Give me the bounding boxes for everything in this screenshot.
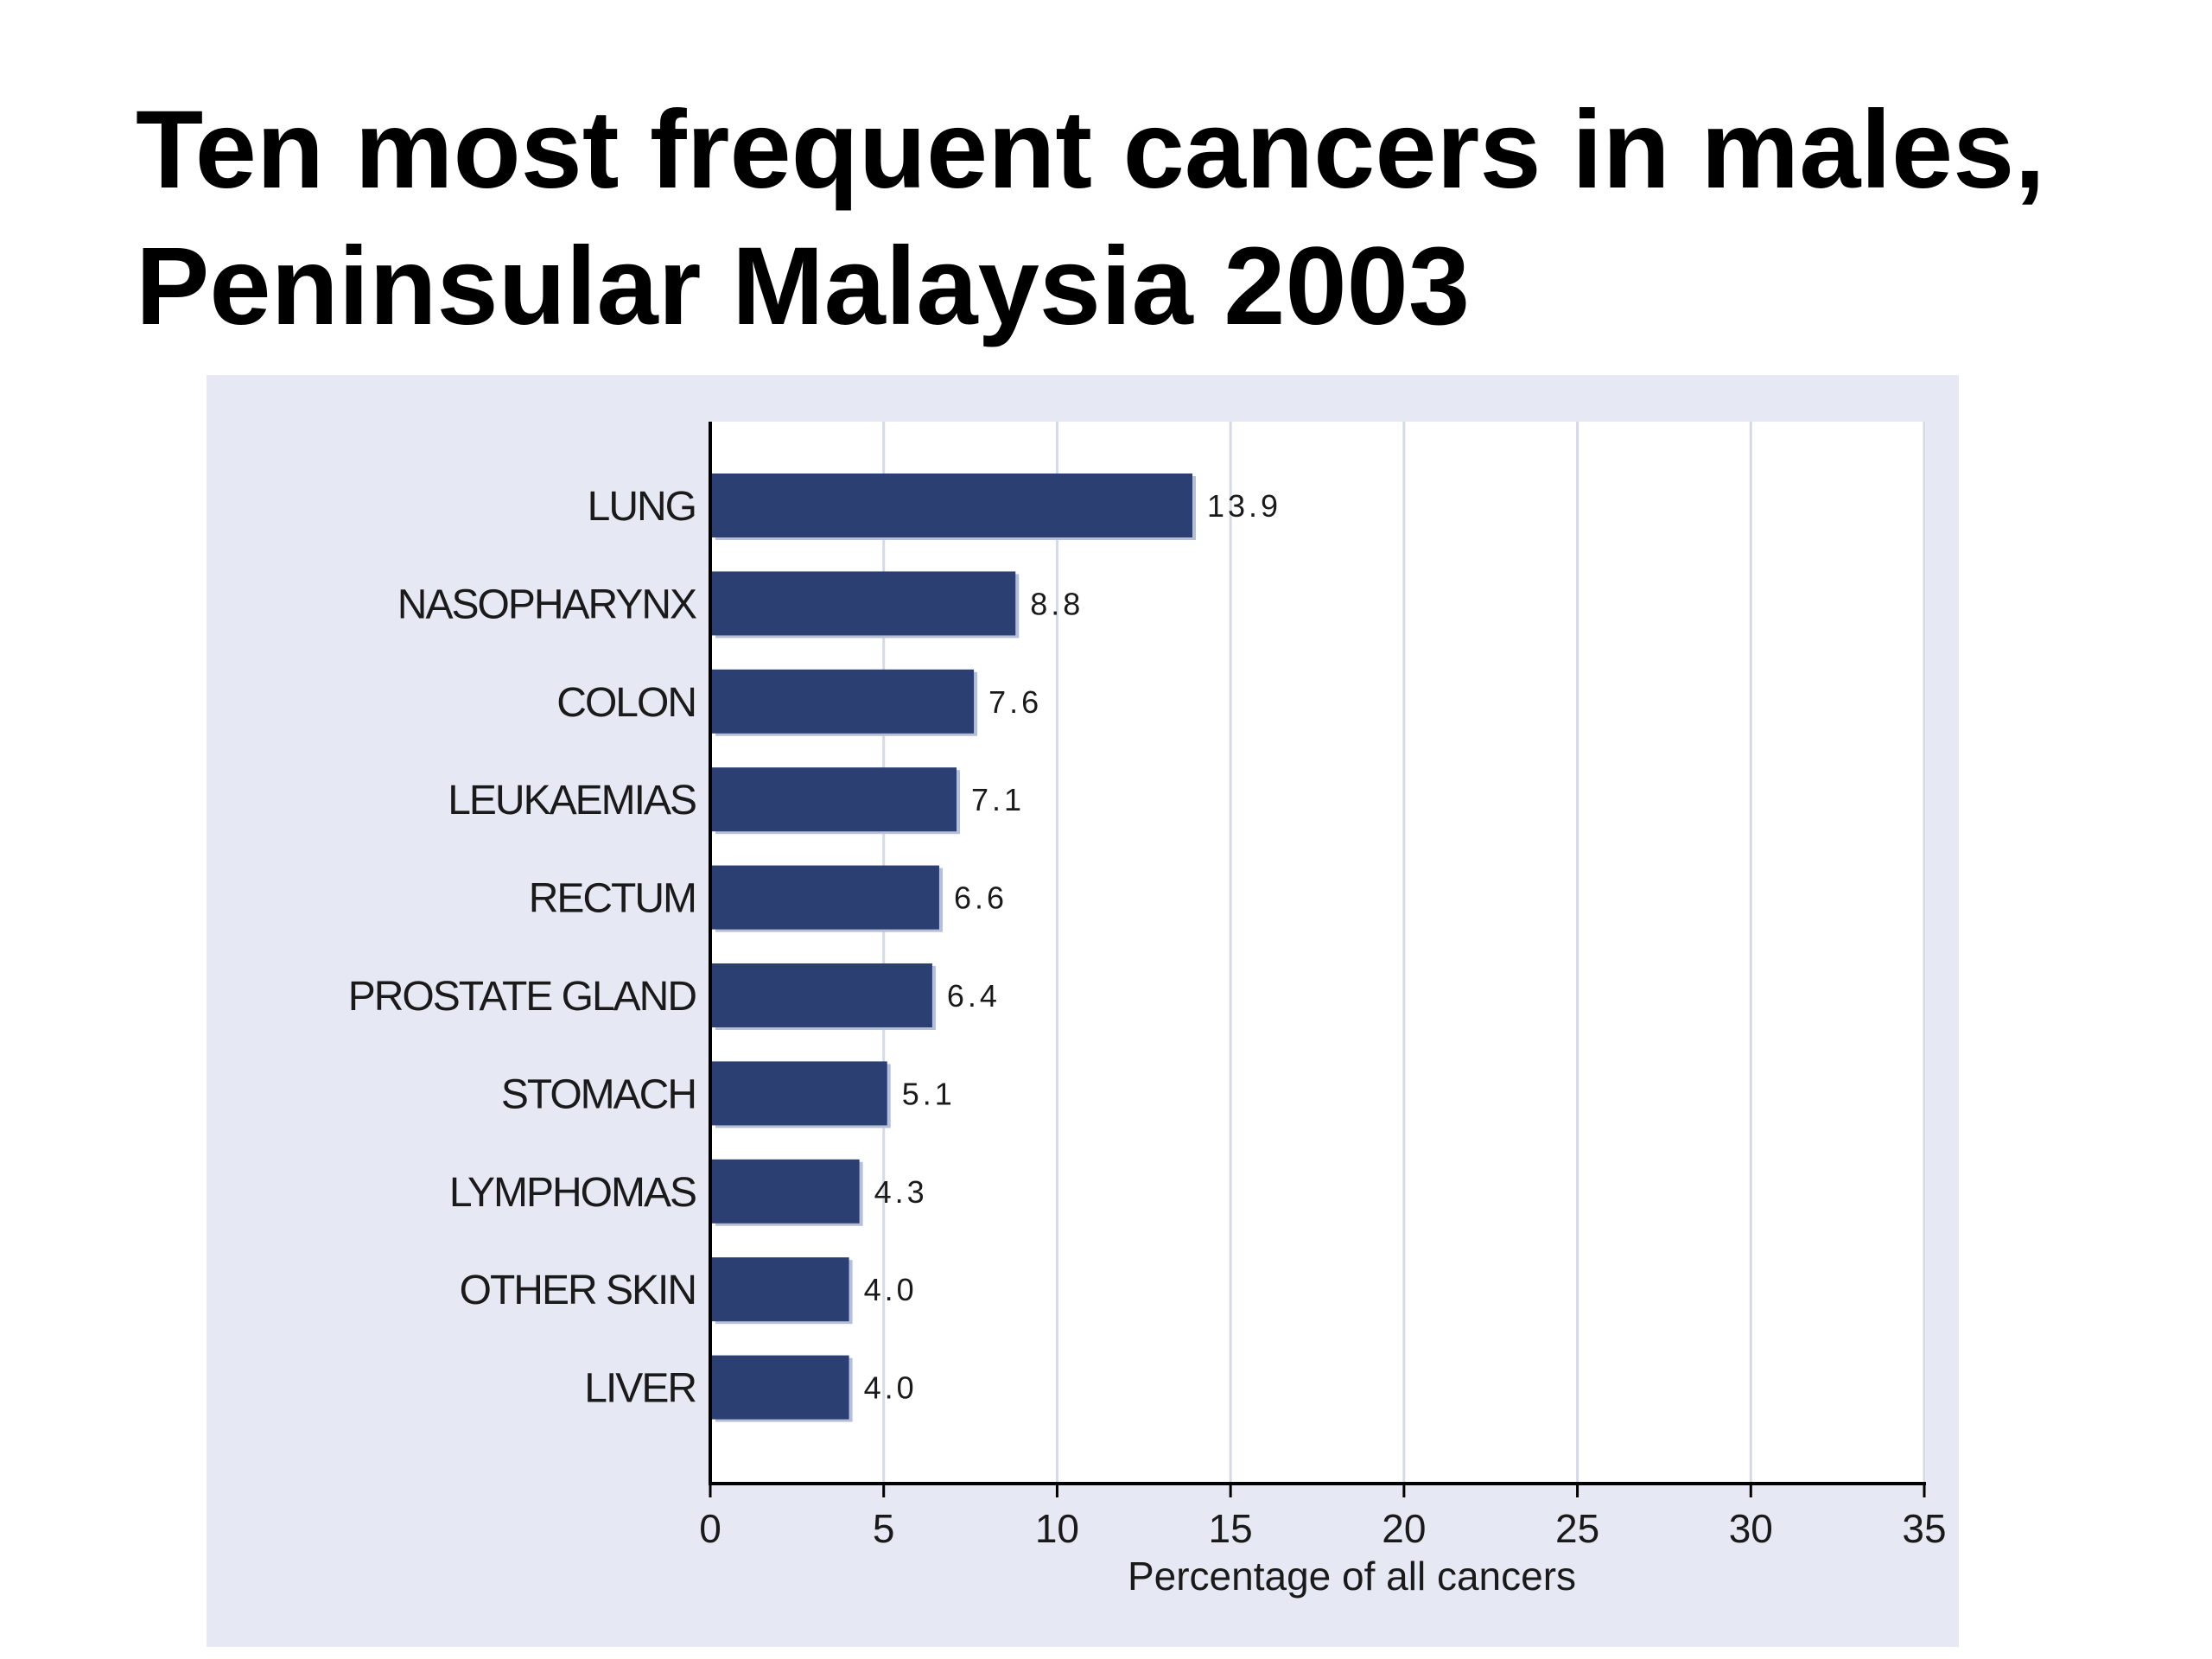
category-label: COLON: [556, 680, 696, 726]
bar: [712, 1355, 849, 1420]
axes: 0 5 10 15 20 25 30 35: [699, 422, 1947, 1551]
bar: [712, 767, 957, 832]
data-label: 13.9: [1207, 488, 1281, 524]
data-label: 7.6: [988, 684, 1042, 720]
bar: [712, 1159, 860, 1224]
x-tick-label: 25: [1555, 1506, 1599, 1551]
bar: [712, 474, 1192, 537]
bar-chart: 13.9 8.8 7.6 7.1 6.6 6.4 5.1 4.3 4.0 4.0 LUNG NASO…: [348, 422, 1947, 1599]
x-tick-label: 10: [1035, 1506, 1079, 1551]
x-tick-label: 15: [1209, 1506, 1253, 1551]
data-label: 4.0: [864, 1272, 918, 1307]
x-tick-label: 0: [699, 1506, 721, 1551]
category-label: LYMPHOMAS: [449, 1170, 696, 1216]
category-label: PROSTATE GLAND: [348, 974, 696, 1020]
bar: [712, 1257, 849, 1322]
data-label: 5.1: [902, 1076, 956, 1111]
data-label: 4.0: [864, 1370, 918, 1406]
data-label: 6.4: [947, 978, 1001, 1014]
x-tick-label: 20: [1382, 1506, 1426, 1551]
chart-panel: 13.9 8.8 7.6 7.1 6.6 6.4 5.1 4.3 4.0 4.0 LUNG NASO…: [207, 375, 1959, 1647]
bar: [712, 571, 1016, 636]
slide-title-line-1: Ten most frequent cancers in males,: [136, 88, 2045, 212]
x-tick-label: 5: [873, 1506, 895, 1551]
category-label: LEUKAEMIAS: [448, 778, 696, 823]
data-label: 4.3: [874, 1174, 928, 1210]
category-label: OTHER SKIN: [460, 1268, 696, 1313]
data-label: 8.8: [1030, 586, 1084, 621]
category-label: RECTUM: [529, 876, 696, 922]
category-label: LUNG: [588, 484, 696, 530]
category-label: STOMACH: [501, 1071, 696, 1117]
slide-title: Ten most frequent cancers in males, Peni…: [136, 82, 2123, 355]
bar: [712, 669, 975, 734]
data-label: 6.6: [954, 880, 1007, 916]
bar: [712, 1061, 887, 1126]
x-tick-label: 30: [1729, 1506, 1773, 1551]
slide-title-line-2: Peninsular Malaysia 2003: [136, 225, 1470, 348]
x-axis-title: Percentage of all cancers: [1128, 1554, 1576, 1599]
data-label: 7.1: [971, 782, 1025, 817]
category-labels: LUNG NASOPHARYNX COLON LEUKAEMIAS RECTUM PROS…: [348, 484, 699, 1412]
bar: [712, 865, 939, 930]
bar: [712, 963, 932, 1027]
category-label: LIVER: [584, 1366, 696, 1412]
bars: 13.9 8.8 7.6 7.1 6.6 6.4 5.1 4.3 4.0 4.0: [712, 474, 1281, 1422]
category-label: NASOPHARYNX: [397, 582, 697, 627]
x-tick-label: 35: [1902, 1506, 1946, 1551]
